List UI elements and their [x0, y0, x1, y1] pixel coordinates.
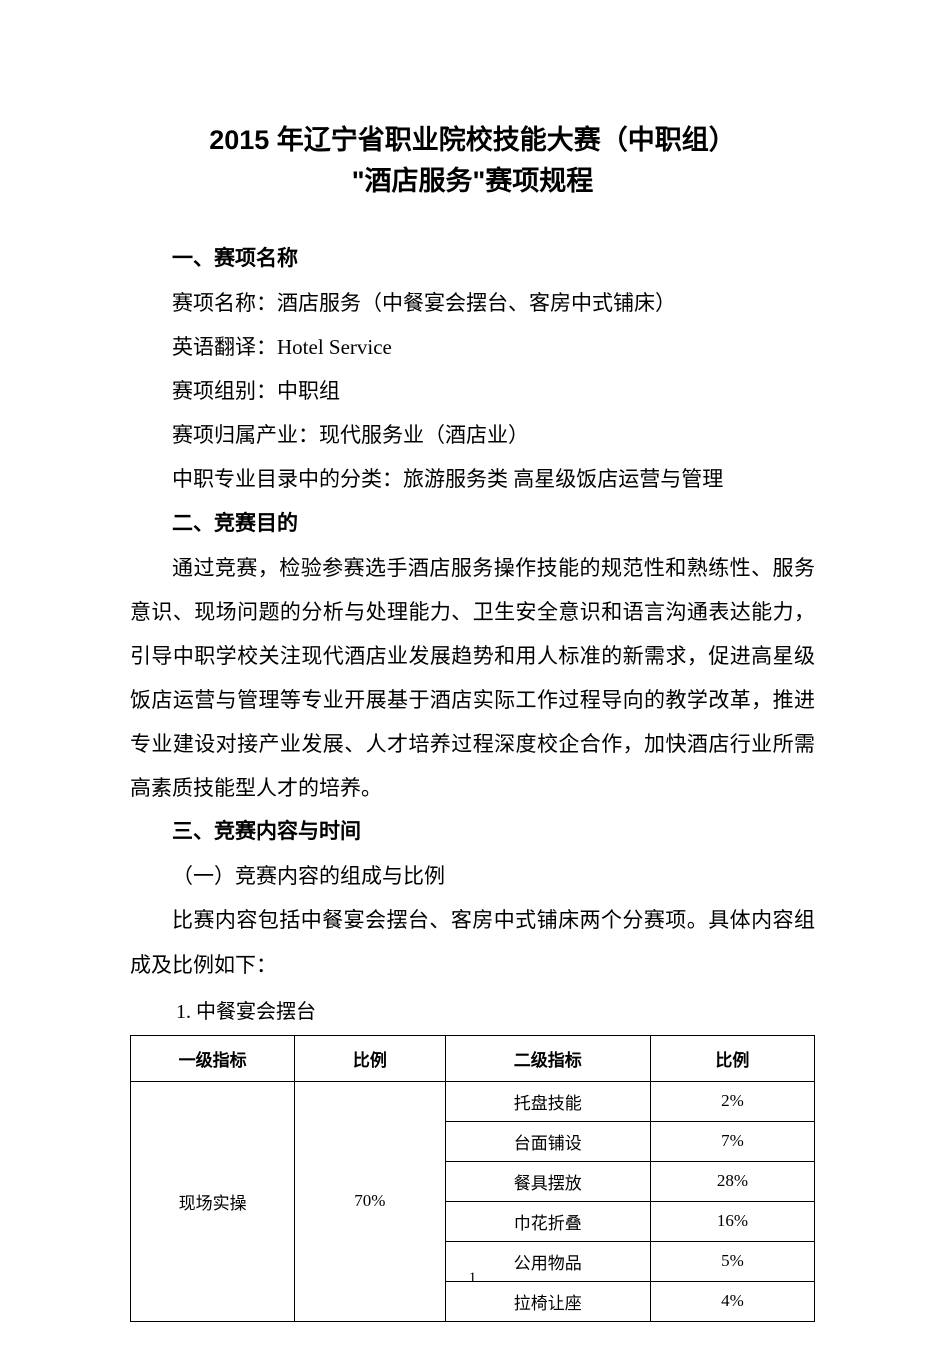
secondary-indicator-label: 拉椅让座	[445, 1281, 650, 1321]
section-1-line-5: 中职专业目录中的分类：旅游服务类 高星级饭店运营与管理	[130, 457, 815, 501]
secondary-indicator-label: 托盘技能	[445, 1081, 650, 1121]
table-header-primary-ratio: 比例	[295, 1035, 445, 1081]
table-header-secondary: 二级指标	[445, 1035, 650, 1081]
section-3-sub-1: （一）竞赛内容的组成与比例	[130, 854, 815, 898]
section-2-heading: 二、竞赛目的	[130, 502, 815, 546]
page-number: 1	[0, 1270, 945, 1287]
table-header-primary: 一级指标	[131, 1035, 295, 1081]
secondary-indicator-ratio: 16%	[650, 1201, 814, 1241]
table-caption: 1. 中餐宴会摆台	[130, 989, 815, 1035]
secondary-indicator-ratio: 7%	[650, 1121, 814, 1161]
section-2-paragraph: 通过竞赛，检验参赛选手酒店服务操作技能的规范性和熟练性、服务意识、现场问题的分析…	[130, 546, 815, 811]
secondary-indicator-ratio: 2%	[650, 1081, 814, 1121]
table-header-row: 一级指标 比例 二级指标 比例	[131, 1035, 815, 1081]
section-1-line-2: 英语翻译：Hotel Service	[130, 325, 815, 369]
section-1-heading: 一、赛项名称	[130, 237, 815, 281]
secondary-indicator-label: 巾花折叠	[445, 1201, 650, 1241]
section-1-line-3: 赛项组别：中职组	[130, 369, 815, 413]
table-row: 现场实操 70% 托盘技能 2%	[131, 1081, 815, 1121]
secondary-indicator-label: 台面铺设	[445, 1121, 650, 1161]
title-line-1: 2015 年辽宁省职业院校技能大赛（中职组）	[130, 120, 815, 161]
section-3-paragraph: 比赛内容包括中餐宴会摆台、客房中式铺床两个分赛项。具体内容组成及比例如下：	[130, 898, 815, 986]
table-header-secondary-ratio: 比例	[650, 1035, 814, 1081]
document-title: 2015 年辽宁省职业院校技能大赛（中职组） "酒店服务"赛项规程	[130, 120, 815, 201]
secondary-indicator-ratio: 28%	[650, 1161, 814, 1201]
secondary-indicator-ratio: 4%	[650, 1281, 814, 1321]
section-3-heading: 三、竞赛内容与时间	[130, 810, 815, 854]
title-line-2: "酒店服务"赛项规程	[130, 161, 815, 202]
secondary-indicator-label: 餐具摆放	[445, 1161, 650, 1201]
section-1-line-1: 赛项名称：酒店服务（中餐宴会摆台、客房中式铺床）	[130, 281, 815, 325]
section-1-line-4: 赛项归属产业：现代服务业（酒店业）	[130, 413, 815, 457]
